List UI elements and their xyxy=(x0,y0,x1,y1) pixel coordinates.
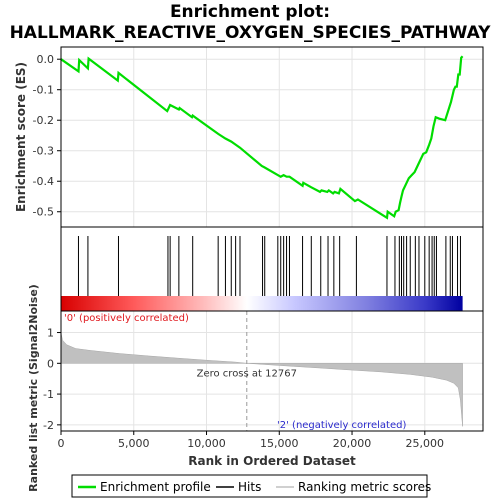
es-y-tick-label: -0.5 xyxy=(33,206,54,219)
es-grid xyxy=(60,47,483,227)
rank-color-bar xyxy=(61,296,463,311)
chart-title-line1: Enrichment plot: xyxy=(170,2,330,22)
zero-cross-label: Zero cross at 12767 xyxy=(197,368,297,379)
positive-correlation-label: '0' (positively correlated) xyxy=(64,313,189,324)
es-y-tick-label: -0.2 xyxy=(33,114,54,127)
es-y-tick-label: -0.4 xyxy=(33,175,54,188)
es-y-tick-label: 0.0 xyxy=(37,53,55,66)
negative-correlation-label: '2' (negatively correlated) xyxy=(277,420,406,431)
x-tick-label: 25,000 xyxy=(406,437,445,450)
legend-hits-label: Hits xyxy=(238,480,261,494)
es-panel-bg xyxy=(61,47,483,227)
metric-y-tick-label: -1 xyxy=(43,388,54,401)
ranking-metric-area xyxy=(60,332,463,427)
es-y-tick-label: -0.3 xyxy=(33,145,54,158)
x-tick-label: 15,000 xyxy=(260,437,299,450)
metric-y-axis-label: Ranked list metric (Signal2Noise) xyxy=(27,284,40,492)
x-tick-label: 20,000 xyxy=(333,437,372,450)
metric-panel-frame xyxy=(60,310,484,432)
legend-metric-label: Ranking metric scores xyxy=(298,480,431,494)
x-tick-label: 10,000 xyxy=(187,437,226,450)
x-axis-label: Rank in Ordered Dataset xyxy=(188,454,356,468)
enrichment-profile-line xyxy=(60,55,464,220)
legend-box xyxy=(71,474,428,498)
legend-enrichment-label: Enrichment profile xyxy=(100,480,211,494)
es-panel: 0.0 -0.1 -0.2 -0.3 -0.4 -0.5 xyxy=(33,46,484,228)
x-tick-label: 5,000 xyxy=(118,437,150,450)
es-y-tick-label: -0.1 xyxy=(33,84,54,97)
chart-title-line2: HALLMARK_REACTIVE_OXYGEN_SPECIES_PATHWAY xyxy=(10,23,492,43)
metric-y-tick-label: -2 xyxy=(43,419,54,432)
metric-y-tick-label: 0 xyxy=(47,357,54,370)
hits-panel xyxy=(60,226,484,312)
metric-panel: Zero cross at 12767 '0' (positively corr… xyxy=(43,310,484,432)
metric-y-tick-label: 1 xyxy=(47,327,54,340)
es-y-axis-label: Enrichment score (ES) xyxy=(14,62,28,212)
x-axis-ticks: 0 5,000 10,000 15,000 20,000 25,000 xyxy=(58,431,445,450)
hit-lines xyxy=(77,236,461,296)
metric-y-ticks: 1 0 -1 -2 xyxy=(43,327,61,432)
es-y-ticks: 0.0 -0.1 -0.2 -0.3 -0.4 -0.5 xyxy=(33,53,61,219)
x-tick-label: 0 xyxy=(58,437,65,450)
legend: Enrichment profile Hits Ranking metric s… xyxy=(71,474,431,498)
